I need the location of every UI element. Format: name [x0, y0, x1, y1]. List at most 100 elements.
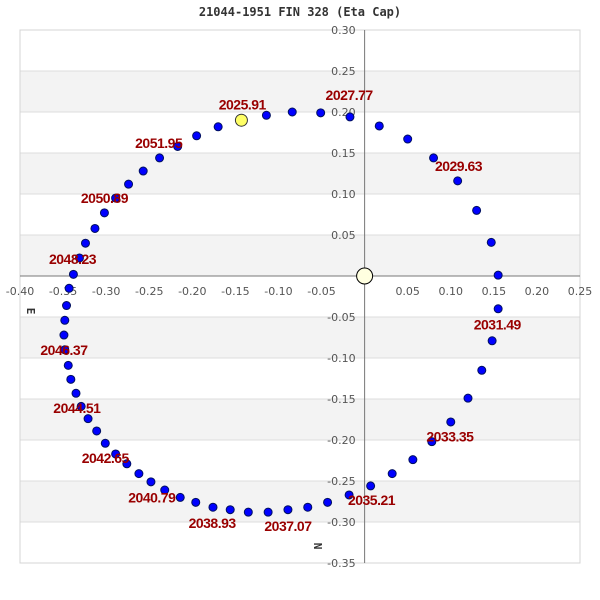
x-tick-label: -0.10: [264, 285, 292, 298]
orbit-point: [486, 237, 496, 247]
primary-star-marker: [356, 267, 374, 285]
orbit-point: [403, 134, 413, 144]
y-tick-label: -0.20: [327, 434, 355, 447]
orbit-point: [71, 388, 81, 398]
x-tick-label: 0.15: [482, 285, 507, 298]
x-tick-label: -0.20: [178, 285, 206, 298]
orbit-point: [387, 469, 397, 479]
y-tick-label: 0.25: [331, 65, 356, 78]
x-tick-label: 0.10: [439, 285, 464, 298]
epoch-label: 2046.37: [40, 342, 88, 358]
orbit-point: [90, 223, 100, 233]
orbit-point: [68, 269, 78, 279]
y-tick-label: -0.30: [327, 516, 355, 529]
orbit-point: [59, 330, 69, 340]
orbit-point: [374, 121, 384, 131]
x-tick-label: -0.25: [135, 285, 163, 298]
orbit-point: [427, 437, 437, 447]
epoch-label: 2048.23: [49, 251, 97, 267]
orbit-point: [493, 270, 503, 280]
orbit-point: [175, 492, 185, 502]
orbit-point: [63, 360, 73, 370]
y-tick-label: 0.10: [331, 188, 356, 201]
orbit-point: [76, 401, 86, 411]
orbit-point: [134, 469, 144, 479]
epoch-label: 2027.77: [326, 87, 374, 103]
grid-band: [20, 481, 580, 522]
orbit-point: [316, 108, 326, 118]
x-tick-label: -0.40: [6, 285, 34, 298]
epoch-label: 2037.07: [264, 518, 312, 534]
current-position-marker: [234, 113, 248, 127]
orbit-point: [243, 507, 253, 517]
epoch-label: 2040.79: [128, 489, 176, 505]
chart-title: 21044-1951 FIN 328 (Eta Cap): [198, 5, 402, 19]
orbit-point: [66, 374, 76, 384]
orbit-point: [99, 208, 109, 218]
orbit-point: [263, 507, 273, 517]
orbit-point: [261, 110, 271, 120]
x-tick-label: 0.25: [568, 285, 593, 298]
orbit-point: [453, 176, 463, 186]
orbit-point: [122, 459, 132, 469]
y-tick-label: -0.10: [327, 352, 355, 365]
x-tick-label: -0.15: [221, 285, 249, 298]
y-tick-label: 0.15: [331, 147, 356, 160]
orbit-point: [493, 304, 503, 314]
y-tick-label: 0.05: [331, 229, 356, 242]
orbit-point: [62, 301, 72, 311]
epoch-label: 2051.95: [135, 135, 183, 151]
orbit-point: [225, 505, 235, 515]
orbit-point: [83, 414, 93, 424]
grid-band: [20, 235, 580, 276]
epoch-label: 2038.93: [189, 515, 237, 531]
orbit-point: [472, 205, 482, 215]
x-tick-label: -0.05: [307, 285, 335, 298]
grid-band: [20, 153, 580, 194]
orbit-point: [408, 455, 418, 465]
orbit-point: [100, 438, 110, 448]
epoch-label: 2031.49: [474, 316, 522, 332]
y-tick-label: -0.25: [327, 475, 355, 488]
orbit-point: [111, 193, 121, 203]
orbit-point: [60, 315, 70, 325]
x-tick-label: -0.30: [92, 285, 120, 298]
orbit-point: [446, 417, 456, 427]
orbit-point: [80, 238, 90, 248]
orbit-point: [64, 283, 74, 293]
y-tick-label: -0.35: [327, 557, 355, 570]
orbit-point: [74, 253, 84, 263]
orbit-point: [429, 153, 439, 163]
orbit-point: [111, 449, 121, 459]
y-axis-label: N: [311, 543, 324, 550]
orbit-point: [344, 490, 354, 500]
orbit-point: [92, 426, 102, 436]
x-tick-label: 0.05: [395, 285, 420, 298]
x-tick-label: 0.20: [525, 285, 550, 298]
orbit-point: [191, 497, 201, 507]
epoch-label: 2033.35: [426, 429, 474, 445]
epoch-label: 2025.91: [219, 97, 267, 113]
y-tick-label: -0.05: [327, 311, 355, 324]
grid-band: [20, 71, 580, 112]
orbit-point: [173, 141, 183, 151]
orbit-point: [155, 153, 165, 163]
orbit-point: [192, 131, 202, 141]
orbit-point: [463, 393, 473, 403]
orbit-point: [160, 485, 170, 495]
grid-band: [20, 399, 580, 440]
grid-band: [20, 317, 580, 358]
orbit-point: [366, 481, 376, 491]
orbit-point: [60, 345, 70, 355]
orbit-point: [124, 179, 134, 189]
epoch-label: 2044.51: [53, 400, 101, 416]
orbit-point: [487, 336, 497, 346]
orbit-point: [477, 365, 487, 375]
epoch-label: 2035.21: [348, 492, 396, 508]
x-axis-label: E: [24, 308, 37, 315]
epoch-label: 2042.65: [82, 450, 130, 466]
orbit-point: [345, 112, 355, 122]
plot-border: [19, 29, 581, 564]
orbit-point: [138, 166, 148, 176]
